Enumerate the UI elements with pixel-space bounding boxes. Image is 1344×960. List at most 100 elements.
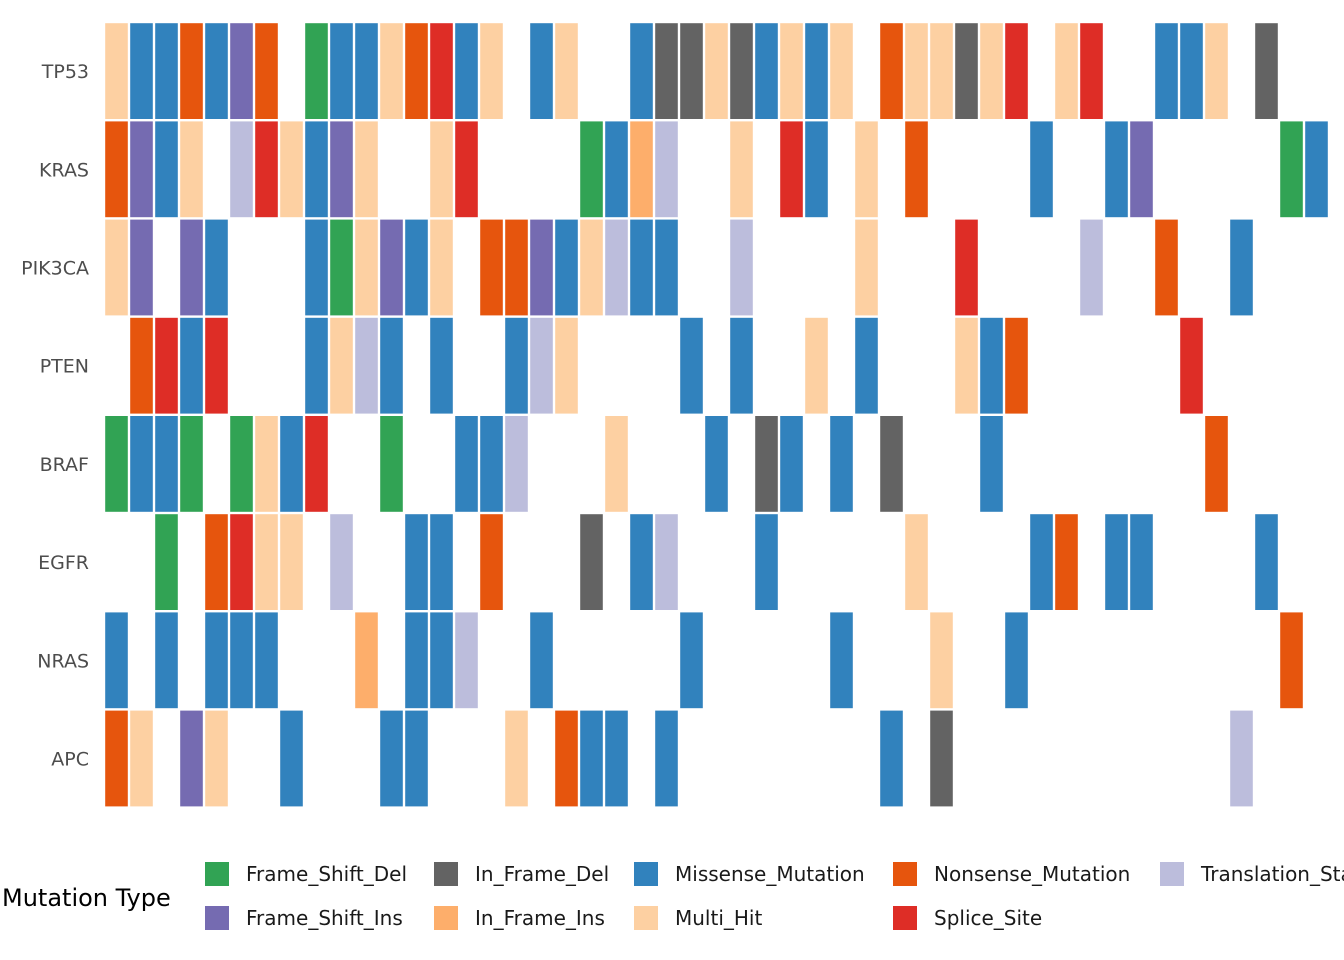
tile-pik3ca-4 xyxy=(180,219,203,316)
tile-kras-15 xyxy=(455,121,478,218)
legend-swatch-in-frame-ins xyxy=(434,906,458,930)
tile-braf-9 xyxy=(305,416,328,512)
tile-kras-31 xyxy=(855,121,878,218)
legend: Mutation Type Frame_Shift_DelFrame_Shift… xyxy=(2,862,1344,930)
tile-egfr-33 xyxy=(905,514,928,610)
tile-pten-9 xyxy=(305,317,328,414)
legend-swatch-splice-site xyxy=(893,906,917,930)
tile-pik3ca-23 xyxy=(655,219,678,316)
tile-tp53-32 xyxy=(880,23,903,120)
tile-nras-24 xyxy=(680,612,703,709)
tile-braf-32 xyxy=(880,416,903,512)
tile-pik3ca-18 xyxy=(530,219,553,316)
tile-braf-45 xyxy=(1205,416,1228,512)
tile-tp53-37 xyxy=(1005,23,1028,120)
tile-pik3ca-46 xyxy=(1230,219,1253,316)
tile-nras-7 xyxy=(255,612,278,709)
tile-kras-2 xyxy=(130,121,153,218)
tile-apc-1 xyxy=(105,710,128,807)
tile-kras-11 xyxy=(355,121,378,218)
gene-label-kras: KRAS xyxy=(39,159,89,181)
tile-pten-36 xyxy=(980,317,1003,414)
tile-pik3ca-35 xyxy=(955,219,978,316)
tile-apc-13 xyxy=(405,710,428,807)
tile-tp53-7 xyxy=(255,23,278,120)
tile-kras-23 xyxy=(655,121,678,218)
tile-tp53-4 xyxy=(180,23,203,120)
tile-nras-15 xyxy=(455,612,478,709)
tile-egfr-6 xyxy=(230,514,253,610)
tile-pik3ca-10 xyxy=(330,219,353,316)
tile-kras-7 xyxy=(255,121,278,218)
legend-label-translation-start-site: Translation_Start_Site xyxy=(1200,862,1344,886)
gene-label-braf: BRAF xyxy=(40,454,89,476)
legend-label-frame-shift-del: Frame_Shift_Del xyxy=(246,862,407,886)
tile-nras-18 xyxy=(530,612,553,709)
tile-pik3ca-2 xyxy=(130,219,153,316)
tile-egfr-38 xyxy=(1030,514,1053,610)
tile-apc-17 xyxy=(505,710,528,807)
tile-pik3ca-12 xyxy=(380,219,403,316)
tile-kras-10 xyxy=(330,121,353,218)
tile-tp53-44 xyxy=(1180,23,1203,120)
tile-pten-5 xyxy=(205,317,228,414)
tile-tp53-11 xyxy=(355,23,378,120)
tile-tp53-13 xyxy=(405,23,428,120)
legend-items: Frame_Shift_Del Frame_Shift_Ins In_Frame_D… xyxy=(205,862,1344,930)
tile-pten-37 xyxy=(1005,317,1028,414)
tile-egfr-3 xyxy=(155,514,178,610)
tile-tp53-43 xyxy=(1155,23,1178,120)
tile-tp53-14 xyxy=(430,23,453,120)
tile-pten-14 xyxy=(430,317,453,414)
tile-pten-12 xyxy=(380,317,403,414)
tile-braf-36 xyxy=(980,416,1003,512)
tile-pten-24 xyxy=(680,317,703,414)
legend-swatch-multi-hit xyxy=(634,906,658,930)
tile-kras-21 xyxy=(605,121,628,218)
tile-braf-6 xyxy=(230,416,253,512)
legend-label-in-frame-ins: In_Frame_Ins xyxy=(475,906,605,930)
tile-tp53-12 xyxy=(380,23,403,120)
tile-pten-3 xyxy=(155,317,178,414)
tile-apc-19 xyxy=(555,710,578,807)
tile-kras-28 xyxy=(780,121,803,218)
tile-apc-12 xyxy=(380,710,403,807)
tile-pten-2 xyxy=(130,317,153,414)
gene-label-apc: APC xyxy=(51,749,89,771)
tile-tp53-10 xyxy=(330,23,353,120)
tile-pik3ca-13 xyxy=(405,219,428,316)
tile-braf-3 xyxy=(155,416,178,512)
tile-braf-27 xyxy=(755,416,778,512)
mutation-tiles xyxy=(105,23,1328,807)
tile-apc-5 xyxy=(205,710,228,807)
tile-tp53-47 xyxy=(1255,23,1278,120)
tile-pten-29 xyxy=(805,317,828,414)
tile-egfr-23 xyxy=(655,514,678,610)
tile-kras-9 xyxy=(305,121,328,218)
tile-tp53-6 xyxy=(230,23,253,120)
tile-kras-22 xyxy=(630,121,653,218)
tile-braf-12 xyxy=(380,416,403,512)
tile-kras-38 xyxy=(1030,121,1053,218)
legend-title: Mutation Type xyxy=(2,884,171,912)
tile-tp53-26 xyxy=(730,23,753,120)
tile-nras-11 xyxy=(355,612,378,709)
tile-egfr-20 xyxy=(580,514,603,610)
tile-pten-4 xyxy=(180,317,203,414)
legend-swatch-in-frame-del xyxy=(434,862,458,886)
tile-apc-34 xyxy=(930,710,953,807)
legend-label-multi-hit: Multi_Hit xyxy=(675,906,762,930)
tile-pten-17 xyxy=(505,317,528,414)
tile-pik3ca-9 xyxy=(305,219,328,316)
tile-pten-44 xyxy=(1180,317,1203,414)
tile-tp53-34 xyxy=(930,23,953,120)
tile-braf-4 xyxy=(180,416,203,512)
tile-braf-17 xyxy=(505,416,528,512)
tile-kras-41 xyxy=(1105,121,1128,218)
legend-swatch-frame-shift-del xyxy=(205,862,229,886)
tile-kras-8 xyxy=(280,121,303,218)
tile-braf-2 xyxy=(130,416,153,512)
tile-pik3ca-19 xyxy=(555,219,578,316)
tile-egfr-39 xyxy=(1055,514,1078,610)
